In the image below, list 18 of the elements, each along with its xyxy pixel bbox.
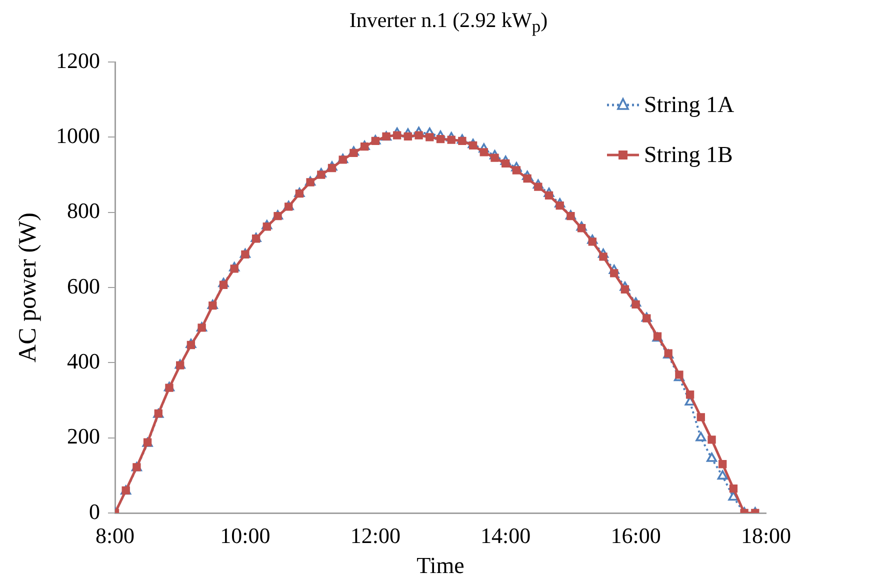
legend-label: String 1A xyxy=(644,92,734,118)
y-tick-label: 1000 xyxy=(56,122,100,148)
legend-label: String 1B xyxy=(644,142,733,168)
x-tick-label: 14:00 xyxy=(480,522,531,548)
y-axis-title: AC power (W) xyxy=(14,212,42,362)
y-tick-label: 0 xyxy=(89,498,100,524)
y-tick-label: 800 xyxy=(67,198,100,224)
x-tick-label: 8:00 xyxy=(95,522,135,548)
chart-title: Inverter n.1 (2.92 kW$_{p}$) xyxy=(348,8,549,38)
x-axis-title: Time xyxy=(416,553,464,578)
x-tick-label: 12:00 xyxy=(350,522,400,548)
x-tick-label: 16:00 xyxy=(610,522,661,548)
x-tick-label: 18:00 xyxy=(740,522,792,548)
y-tick-label: 400 xyxy=(67,348,100,374)
y-tick-label: 600 xyxy=(67,273,100,298)
y-tick-label: 1200 xyxy=(56,48,100,73)
y-tick-label: 200 xyxy=(67,424,100,449)
x-tick-label: 10:00 xyxy=(220,522,270,548)
